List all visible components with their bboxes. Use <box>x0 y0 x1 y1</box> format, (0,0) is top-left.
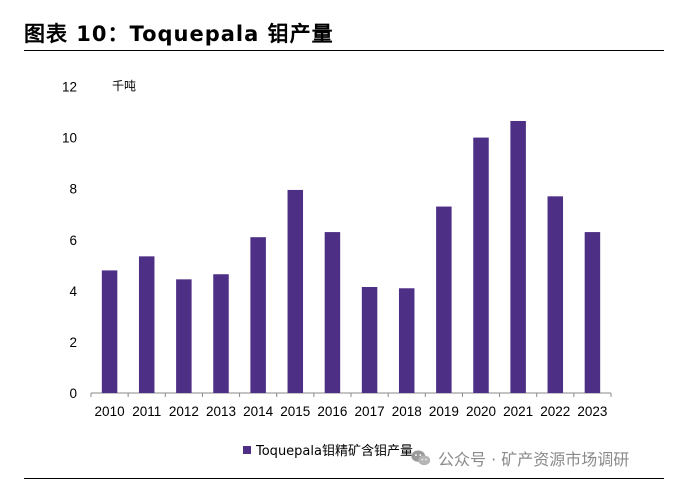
x-tick-label: 2022 <box>540 404 570 419</box>
x-tick-label: 2012 <box>169 404 199 419</box>
chart-title: 图表 10：Toquepala 钼产量 <box>24 22 334 46</box>
bar-2011 <box>138 256 155 393</box>
legend-swatch <box>243 445 251 454</box>
bottom-divider <box>24 478 664 479</box>
bar-2013 <box>213 274 229 393</box>
y-tick-label: 4 <box>69 284 77 299</box>
bar-2017 <box>361 287 378 393</box>
bar-2023 <box>584 232 601 393</box>
wechat-icon <box>411 450 431 466</box>
x-tick-label: 2016 <box>317 404 347 419</box>
y-tick-label: 8 <box>69 182 77 197</box>
bar-2018 <box>398 288 415 393</box>
bars <box>101 120 601 393</box>
x-tick-label: 2017 <box>355 404 385 419</box>
bar-2015 <box>287 189 304 393</box>
title-divider <box>24 50 664 51</box>
y-tick-label: 0 <box>69 386 77 401</box>
y-tick-labels: 0 2 4 6 8 10 12 <box>62 80 78 402</box>
y-tick-label: 10 <box>62 131 77 146</box>
x-tick-label: 2020 <box>466 404 496 419</box>
bar-2016 <box>324 232 341 393</box>
y-tick-label: 6 <box>69 233 77 248</box>
bar-2021 <box>510 120 526 393</box>
bar-2022 <box>547 196 564 393</box>
bar-2020 <box>473 137 489 393</box>
x-tick-label: 2021 <box>503 404 533 419</box>
axes <box>90 392 612 397</box>
legend: Toquepala钼精矿含钼产量 <box>243 440 413 459</box>
bar-2012 <box>176 279 192 393</box>
y-tick-label: 12 <box>62 80 77 95</box>
x-tick-label: 2023 <box>577 404 607 419</box>
x-tick-label: 2010 <box>95 404 125 419</box>
x-tick-labels: 2010 2011 2012 2013 2014 2015 2016 2017 2018 2019… <box>95 404 608 419</box>
x-tick-label: 2014 <box>243 404 274 419</box>
x-tick-label: 2013 <box>206 404 236 419</box>
bar-2010 <box>101 270 118 393</box>
y-tick-label: 2 <box>69 335 77 350</box>
watermark: 公众号 · 矿产资源市场调研 <box>410 446 629 470</box>
bar-2014 <box>250 237 266 393</box>
legend-label: Toquepala钼精矿含钼产量 <box>256 444 413 459</box>
x-tick-label: 2011 <box>132 404 161 419</box>
x-tick-label: 2019 <box>429 404 459 419</box>
x-tick-label: 2018 <box>392 404 422 419</box>
watermark-text: 公众号 · 矿产资源市场调研 <box>438 450 630 469</box>
x-tick-label: 2015 <box>280 404 310 419</box>
y-unit-label: 千吨 <box>112 79 136 93</box>
bar-2019 <box>436 206 452 393</box>
